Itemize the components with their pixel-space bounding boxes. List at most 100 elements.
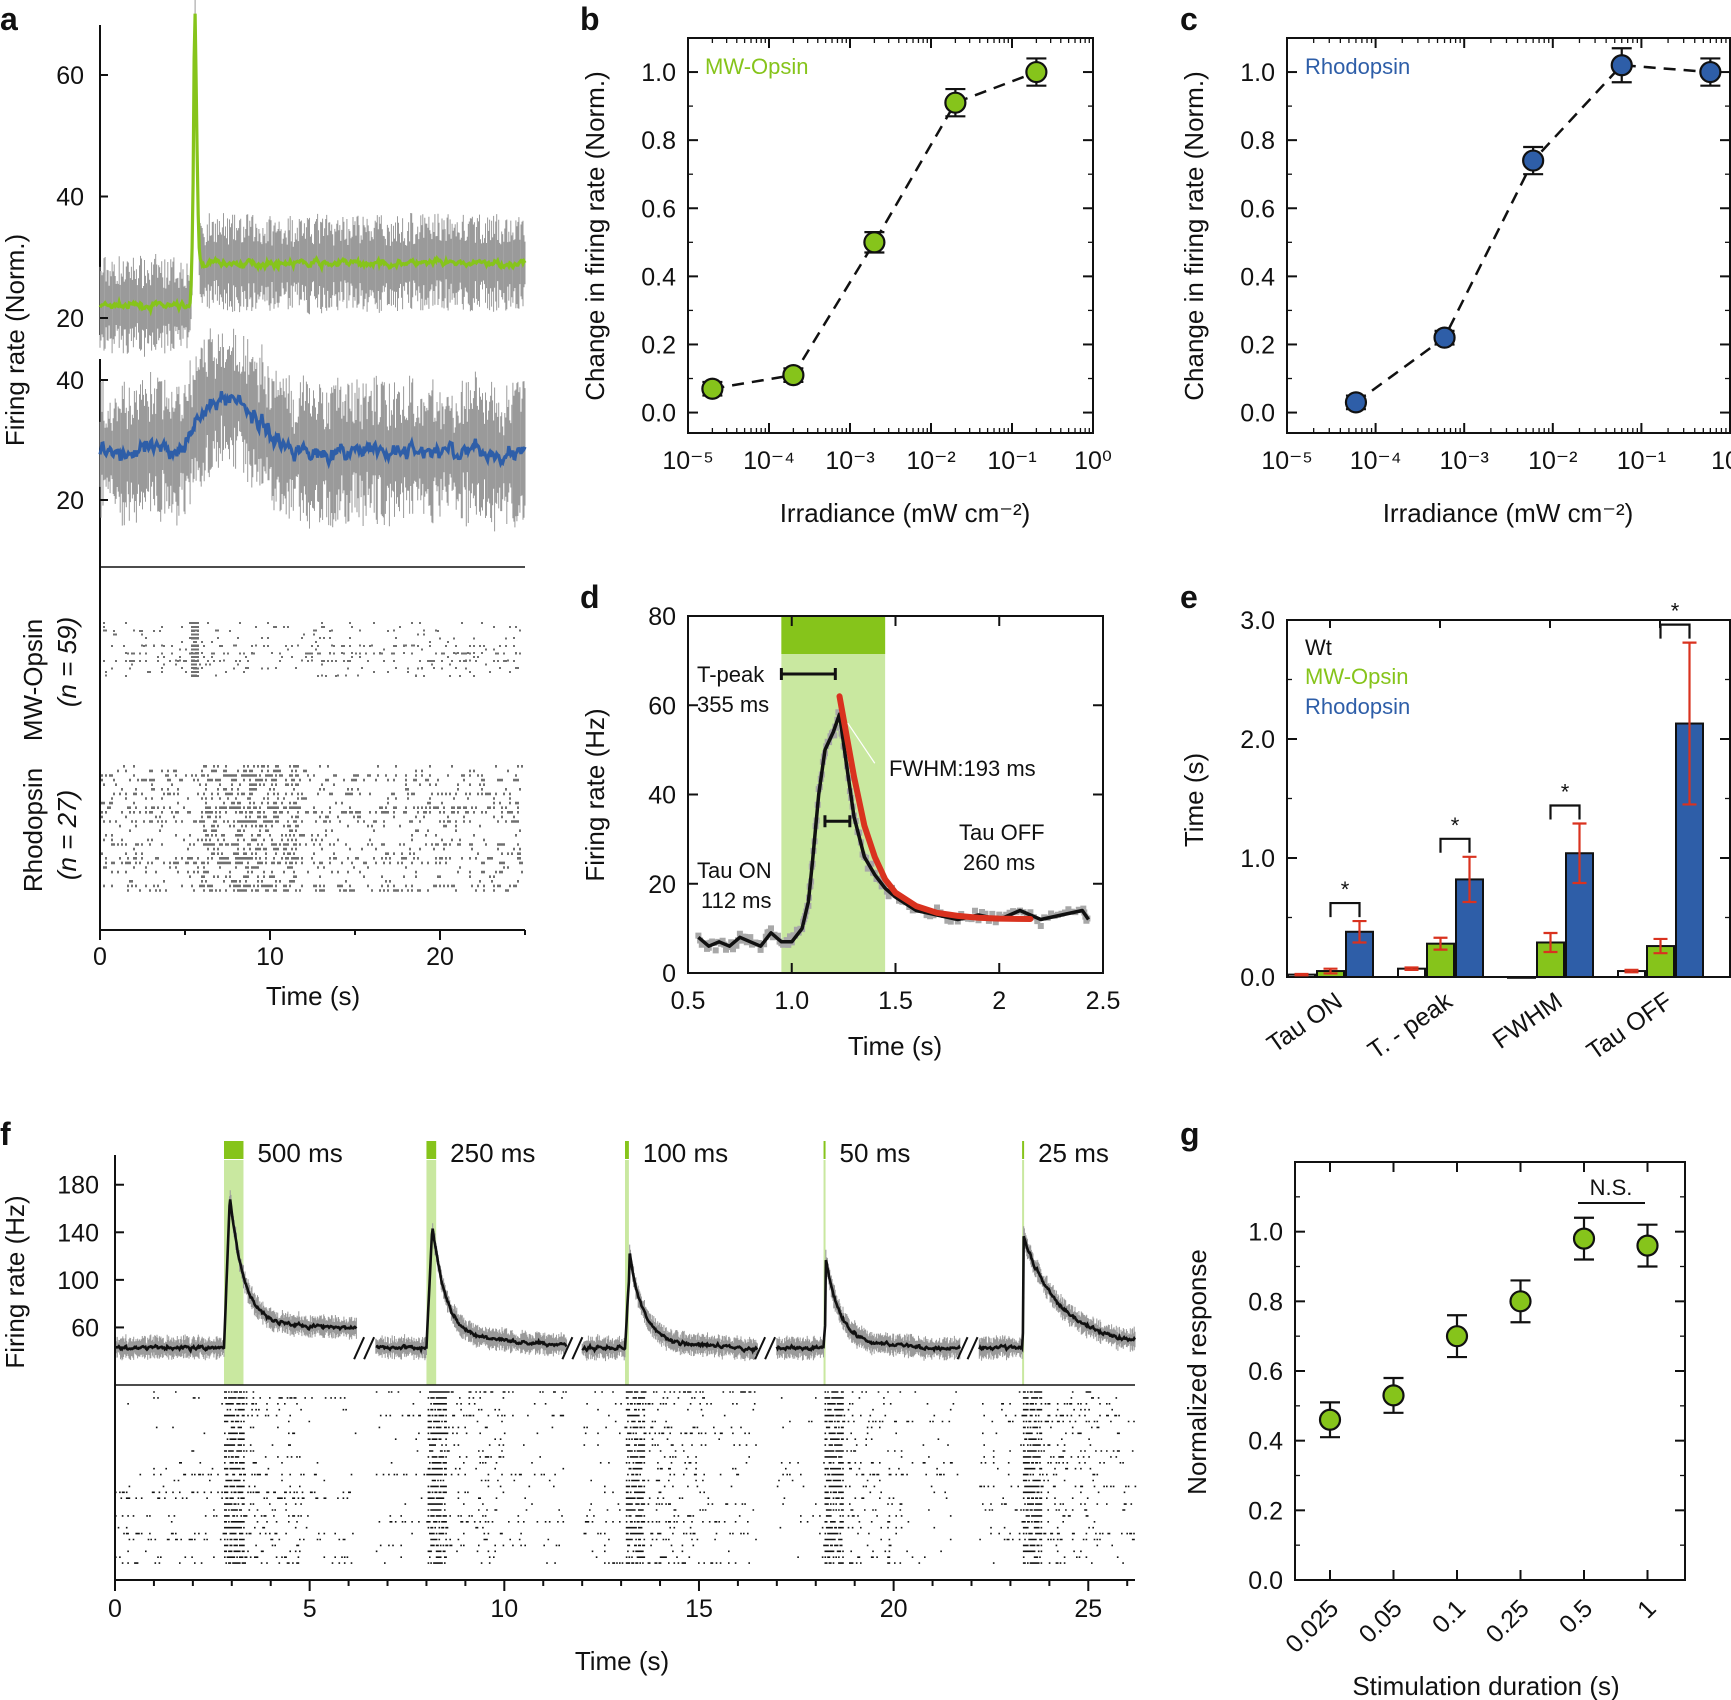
panel-g-xtick-label: 0.05 bbox=[1354, 1594, 1408, 1648]
panel-label-a: a bbox=[0, 1, 18, 37]
raster-label-mw: MW-Opsin bbox=[18, 619, 48, 741]
panel-e-errorbar bbox=[1572, 822, 1587, 885]
panel-b-ytick-label: 1.0 bbox=[641, 59, 676, 87]
panel-e-sig-bracket bbox=[1329, 901, 1361, 918]
panel-e-sig-star: * bbox=[1451, 813, 1460, 838]
panel-b-xlabel: Irradiance (mW cm⁻²) bbox=[780, 498, 1031, 528]
panel-a-ylabel: Firing rate (Norm.) bbox=[0, 234, 30, 446]
panel-a-mw-line bbox=[98, 13, 527, 317]
panel-f-axis-break bbox=[353, 1336, 376, 1360]
panel-d-stimulus-shade bbox=[781, 616, 886, 973]
panel-d-tauoff-value: 260 ms bbox=[963, 850, 1035, 875]
panel-f-ytick-label: 100 bbox=[57, 1267, 99, 1295]
panel-f-xtick-label: 25 bbox=[1074, 1595, 1102, 1623]
panel-b-ytick-label: 0.4 bbox=[641, 263, 676, 291]
panel-f-stimulus-label: 500 ms bbox=[257, 1138, 342, 1168]
panel-a-rh-trace bbox=[98, 328, 527, 532]
panel-c-xtick-label: 10⁻³ bbox=[1440, 447, 1489, 475]
panel-d-xtick-label: 1.0 bbox=[774, 987, 809, 1015]
panel-b-xtick-label: 10⁻⁵ bbox=[662, 447, 713, 475]
panel-c-ytick-label: 0.2 bbox=[1240, 331, 1275, 359]
panel-d-tpeak-label: T-peak bbox=[697, 662, 765, 687]
panel-f-axis-break bbox=[754, 1336, 777, 1360]
panel-e-sig-star: * bbox=[1341, 877, 1350, 902]
panel-f-stimulus-bar bbox=[823, 1141, 826, 1159]
panel-label-d: d bbox=[580, 579, 600, 615]
panel-e-errorbar bbox=[1624, 968, 1639, 974]
raster-label-mw-n: (n = 59) bbox=[52, 617, 82, 707]
panel-d-stimulus-bar bbox=[781, 616, 886, 654]
panel-g-xlabel: Stimulation duration (s) bbox=[1352, 1671, 1619, 1700]
panel-d-ytick-label: 20 bbox=[648, 871, 676, 899]
panel-b-ytick-label: 0.0 bbox=[641, 400, 676, 428]
panel-g-frame bbox=[1294, 1161, 1686, 1581]
panel-e-legend-rh: Rhodopsin bbox=[1305, 694, 1410, 719]
panel-c-point bbox=[1610, 54, 1633, 77]
panel-f-stimulus-bar bbox=[625, 1141, 629, 1159]
panel-d-ytick-label: 60 bbox=[648, 692, 676, 720]
panel-f-ylabel: Firing rate (Hz) bbox=[0, 1195, 30, 1368]
panel-e-bar bbox=[1507, 976, 1536, 979]
panel-f-xtick-label: 20 bbox=[880, 1595, 908, 1623]
panel-f-trace bbox=[978, 1235, 1137, 1353]
panel-f-xtick-label: 15 bbox=[685, 1595, 713, 1623]
panel-a-mw-ytick-label: 60 bbox=[56, 62, 84, 90]
panel-f-stimulus-bar bbox=[224, 1141, 244, 1159]
panel-b-point bbox=[782, 364, 805, 387]
panel-f-stimulus-shade bbox=[625, 1160, 629, 1385]
panel-e-errorbar bbox=[1294, 972, 1309, 977]
panel-b-xtick-label: 10⁻² bbox=[906, 447, 955, 475]
raster-spikes-rh bbox=[101, 765, 523, 892]
panel-g-ytick-label: 0.6 bbox=[1248, 1358, 1283, 1386]
panel-d-xlabel: Time (s) bbox=[848, 1031, 942, 1061]
panel-c-legend: Rhodopsin bbox=[1305, 54, 1410, 79]
panel-g-xtick-label: 0.1 bbox=[1427, 1594, 1471, 1638]
panel-f: 500 ms 250 ms 100 ms 50 ms 25 ms 60100140180… bbox=[0, 1138, 1137, 1676]
panel-e-errorbar bbox=[1433, 936, 1448, 951]
panel-a: 20 40 60 20 40 0 10 20 Firing rate (Norm.) Time… bbox=[0, 0, 527, 1011]
panel-c-point bbox=[1699, 60, 1722, 84]
panel-e-category-label: FWHM bbox=[1488, 987, 1568, 1055]
panel-e-category-label: Tau OFF bbox=[1582, 987, 1678, 1066]
panel-e-sig-star: * bbox=[1561, 779, 1570, 804]
panel-f-xtick-label: 10 bbox=[490, 1595, 518, 1623]
panel-e-sig-bracket bbox=[1549, 804, 1581, 820]
panel-g-point bbox=[1318, 1408, 1342, 1431]
panel-a-xtick-label: 10 bbox=[256, 943, 284, 971]
panel-f-stimulus-label: 50 ms bbox=[840, 1138, 911, 1168]
panel-d-tauoff-label: Tau OFF bbox=[959, 820, 1045, 845]
panel-f-ytick-label: 180 bbox=[57, 1172, 99, 1200]
panel-e-errorbar bbox=[1404, 966, 1419, 971]
panel-a-rh-sem bbox=[99, 328, 526, 532]
panel-d-fwhm-label: FWHM:193 ms bbox=[889, 756, 1036, 781]
panel-a-mw-ytick-label: 20 bbox=[56, 305, 84, 333]
raster-label-rh-n: (n = 27) bbox=[52, 790, 82, 880]
panel-b-point bbox=[863, 231, 886, 254]
panel-f-sem bbox=[776, 1249, 961, 1361]
panel-b-xtick-label: 10⁻³ bbox=[825, 447, 874, 475]
panel-e-errorbar bbox=[1653, 937, 1668, 955]
panel-a-mw-ytick-label: 40 bbox=[56, 184, 84, 212]
panel-e-errorbar bbox=[1323, 967, 1338, 975]
panel-e-sig-bracket bbox=[1439, 837, 1471, 853]
panel-c-ytick-label: 0.4 bbox=[1240, 263, 1275, 291]
panel-c-point bbox=[1522, 149, 1545, 172]
panel-f-trace bbox=[114, 1199, 358, 1354]
panel-e-sig-bracket bbox=[1659, 623, 1691, 639]
panel-b-dashed-line bbox=[712, 70, 1037, 390]
panel-g-ns-label: N.S. bbox=[1590, 1175, 1633, 1200]
panel-g-point bbox=[1382, 1384, 1405, 1407]
panel-d: 0 20 40 60 80 0.5 1.0 1.5 2 2.5 T-peak 355 ms FWH… bbox=[580, 603, 1120, 1061]
panel-c-xtick-label: 10⁰ bbox=[1711, 447, 1731, 475]
panel-label-c: c bbox=[1180, 1, 1198, 37]
panel-d-ytick-label: 40 bbox=[648, 782, 676, 810]
panel-e-ylabel: Time (s) bbox=[1179, 753, 1209, 847]
panel-d-fwhm-pointer bbox=[847, 722, 876, 764]
panel-f-ytick-label: 60 bbox=[71, 1314, 99, 1342]
panel-a-xlabel: Time (s) bbox=[266, 981, 360, 1011]
panel-f-raster-spikes bbox=[375, 1391, 567, 1564]
panel-c: 10⁻⁵ 10⁻⁴ 10⁻³ 10⁻² 10⁻¹ 10⁰ 0.0 0.2 0.4 0.6 0.8 1.… bbox=[1179, 37, 1731, 528]
panel-c-xlabel: Irradiance (mW cm⁻²) bbox=[1383, 498, 1634, 528]
panel-f-trace bbox=[775, 1259, 961, 1353]
